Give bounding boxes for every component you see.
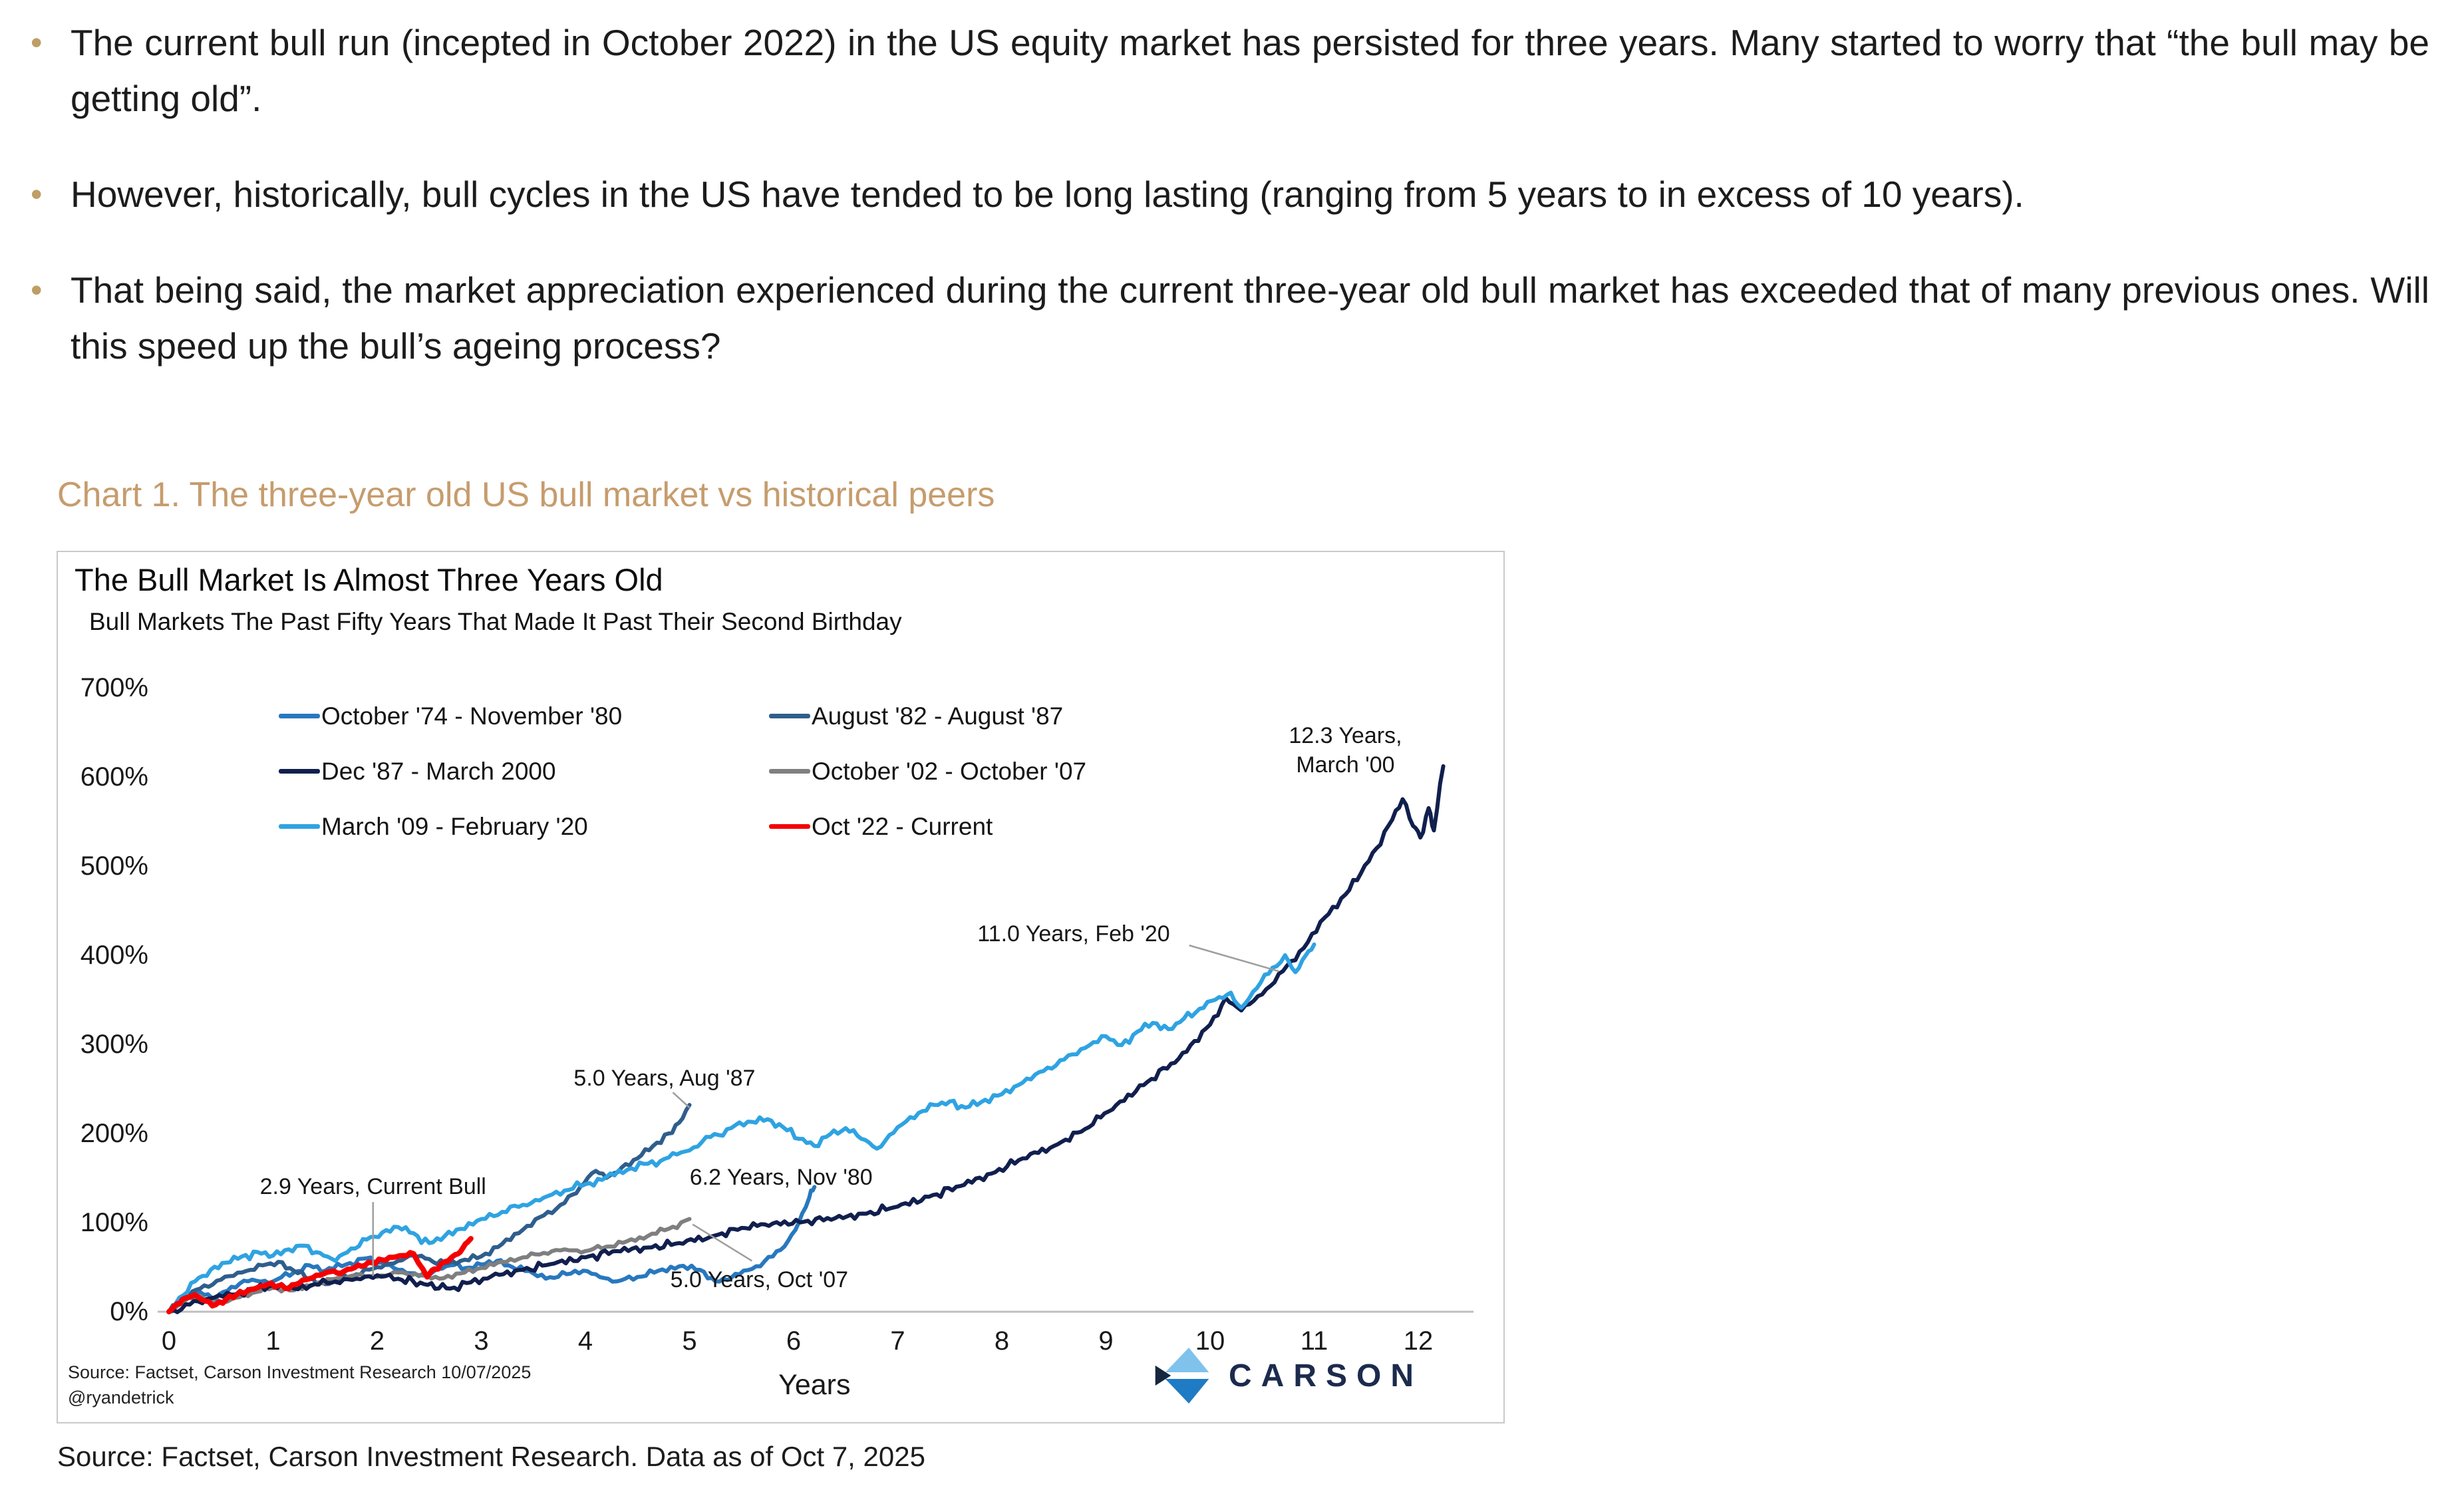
y-axis-label-400: 400% (80, 941, 148, 970)
bullet-dot-icon: • (31, 271, 43, 309)
annotation-line: 2.9 Years, Current Bull (259, 1174, 486, 1200)
x-axis-label-4: 4 (577, 1326, 593, 1356)
y-axis-label-700: 700% (80, 673, 148, 702)
annotation-leader-line-2 (1189, 945, 1279, 972)
x-axis-label-10: 10 (1195, 1326, 1225, 1356)
legend-label: October '74 - November '80 (321, 702, 623, 730)
bullet-item-2: • However, historically, bull cycles in t… (31, 166, 2429, 222)
legend-label: August '82 - August '87 (812, 702, 1064, 730)
chart-annotation-4: 6.2 Years, Nov '80 (690, 1163, 873, 1192)
y-axis-label-600: 600% (80, 762, 148, 792)
chart-annotation-1: 12.3 Years, March '00 (1289, 721, 1402, 780)
x-axis-label-2: 2 (369, 1326, 385, 1356)
bullet-text: However, historically, bull cycles in th… (71, 174, 2024, 215)
chart-figure: The Bull Market Is Almost Three Years Ol… (57, 551, 1505, 1423)
x-axis-label-5: 5 (682, 1326, 697, 1356)
bullet-dot-icon: • (31, 24, 43, 61)
carson-logo-icon (1155, 1348, 1209, 1404)
chart-title: The Bull Market Is Almost Three Years Ol… (75, 562, 663, 597)
y-axis-label-300: 300% (80, 1030, 148, 1059)
series-line-6 (166, 1236, 474, 1314)
annotation-line: 5.0 Years, Oct '07 (670, 1266, 849, 1292)
chart-annotation-5: 5.0 Years, Oct '07 (671, 1265, 848, 1294)
x-axis-label-9: 9 (1098, 1326, 1114, 1356)
legend-swatch-icon (279, 769, 320, 774)
x-axis-label-6: 6 (786, 1326, 802, 1356)
chart-subtitle: Bull Markets The Past Fifty Years That M… (89, 608, 902, 635)
page-source-line: Source: Factset, Carson Investment Resea… (57, 1441, 925, 1472)
carson-logo-text: CARSON (1229, 1358, 1424, 1394)
series-line-5 (167, 942, 1316, 1314)
x-axis-label-7: 7 (890, 1326, 905, 1356)
chart-annotation-6: 2.9 Years, Current Bull (260, 1172, 486, 1201)
legend-swatch-icon (769, 769, 810, 774)
legend-swatch-icon (769, 714, 810, 718)
annotation-leader-line-3 (672, 1092, 691, 1109)
annotation-line: 11.0 Years, Feb '20 (977, 921, 1170, 947)
legend-label: March '09 - February '20 (321, 812, 588, 840)
chart-legend: October '74 - November '80 August '82 - A… (279, 688, 1259, 854)
annotation-line: 6.2 Years, Nov '80 (689, 1164, 873, 1190)
legend-item-4: March '09 - February '20 (279, 799, 769, 854)
legend-label: Dec '87 - March 2000 (321, 757, 556, 785)
y-axis-label-500: 500% (80, 851, 148, 881)
legend-item-1: August '82 - August '87 (769, 688, 1259, 744)
annotation-leader-line-5 (692, 1223, 753, 1262)
chart-annotation-3: 5.0 Years, Aug '87 (573, 1064, 755, 1093)
bullet-item-1: • The current bull run (incepted in Octob… (31, 15, 2429, 126)
series-line-3 (167, 1217, 692, 1314)
carson-logo: CARSON (1154, 1348, 1423, 1404)
chart-annotation-2: 11.0 Years, Feb '20 (977, 919, 1169, 949)
y-axis-label-100: 100% (80, 1208, 148, 1237)
x-axis-label-1: 1 (265, 1326, 281, 1356)
legend-label: Oct '22 - Current (812, 812, 993, 840)
x-axis-label-11: 11 (1300, 1326, 1328, 1356)
x-axis-label-3: 3 (474, 1326, 489, 1356)
legend-item-5: Oct '22 - Current (769, 799, 1259, 854)
annotation-line: 12.3 Years, (1289, 722, 1402, 748)
y-axis-label-0: 0% (110, 1297, 148, 1326)
annotation-line: 5.0 Years, Aug '87 (573, 1065, 756, 1091)
bullet-text: The current bull run (incepted in Octobe… (71, 22, 2429, 119)
x-axis-label-0: 0 (161, 1326, 177, 1356)
legend-swatch-icon (279, 714, 320, 718)
legend-item-3: Dec '87 - March 2000 (279, 744, 769, 799)
legend-item-0: October '74 - November '80 (279, 688, 769, 744)
legend-swatch-icon (279, 824, 320, 829)
bullet-item-3: • That being said, the market appreciatio… (31, 262, 2429, 374)
bullet-list: • The current bull run (incepted in Octob… (31, 15, 2429, 414)
bullet-text: That being said, the market appreciation… (71, 269, 2429, 367)
legend-swatch-icon (769, 824, 810, 829)
chart-source-handle: @ryandetrick (68, 1388, 174, 1408)
bullet-dot-icon: • (31, 176, 43, 213)
y-axis-label-200: 200% (80, 1119, 148, 1148)
chart-source-note: Source: Factset, Carson Investment Resea… (68, 1362, 532, 1382)
annotation-line: March '00 (1296, 752, 1395, 778)
x-axis-label-8: 8 (994, 1326, 1010, 1356)
legend-item-2: October '02 - October '07 (769, 744, 1259, 799)
x-axis-title: Years (778, 1369, 851, 1401)
chart-plot-area (158, 764, 1473, 1314)
chart-caption: Chart 1. The three-year old US bull mark… (57, 476, 995, 514)
legend-label: October '02 - October '07 (812, 757, 1087, 785)
x-axis-label-12: 12 (1403, 1326, 1434, 1356)
